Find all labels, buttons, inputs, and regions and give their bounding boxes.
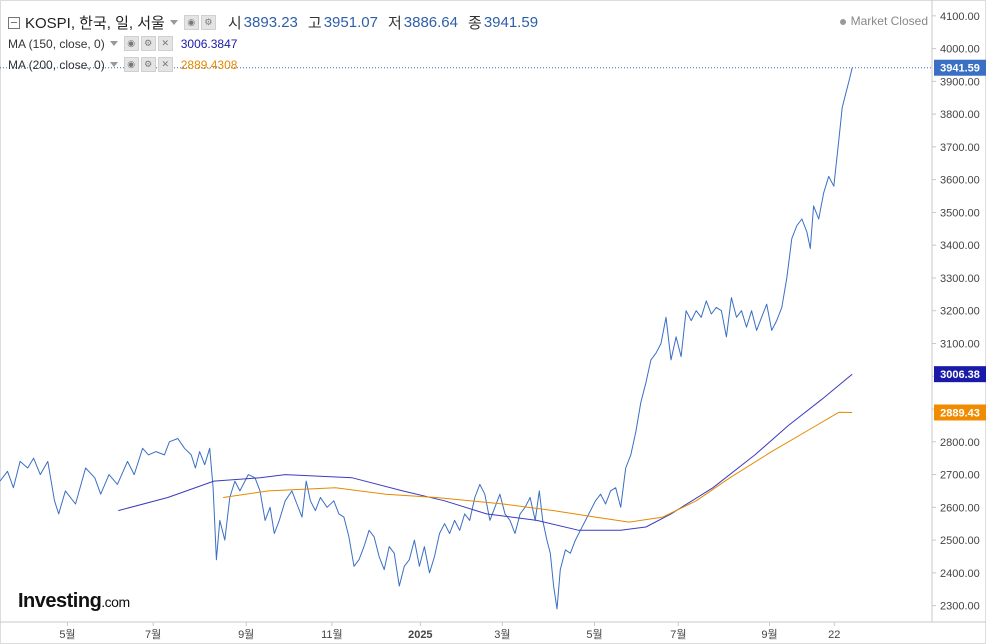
last-price-tag	[934, 59, 986, 76]
ma150-tag	[934, 366, 986, 383]
ma200-line	[223, 411, 853, 523]
x-tick-label: 5월	[586, 628, 602, 641]
ma200-tag-label: 2889.43	[940, 407, 980, 419]
y-tick-label: 2600.00	[940, 502, 980, 514]
collapse-icon[interactable]	[8, 16, 20, 29]
chevron-down-icon[interactable]	[169, 20, 178, 25]
y-tick-label: 2500.00	[940, 535, 980, 547]
y-tick-label: 3700.00	[940, 142, 980, 154]
ma150-line	[118, 373, 853, 531]
eye-icon[interactable]: ◉	[123, 57, 139, 72]
indicator-value: 2889.4308	[180, 57, 238, 72]
x-tick-label: 5월	[59, 628, 75, 641]
y-tick-label: 4000.00	[940, 44, 980, 56]
market-status: Market Closed	[839, 14, 928, 28]
indicator-label: MA (200, close, 0)	[8, 57, 105, 72]
close-icon[interactable]: ✕	[157, 57, 173, 72]
indicator-value: 3006.3847	[180, 36, 238, 51]
x-tick-label: 9월	[761, 628, 777, 641]
indicator-label: MA (150, close, 0)	[8, 36, 105, 51]
chevron-down-icon[interactable]	[109, 41, 118, 46]
y-tick-label: 2400.00	[940, 568, 980, 580]
y-tick-label: 3300.00	[940, 273, 980, 285]
x-tick-label: 22	[828, 629, 840, 641]
indicator-ma150[interactable]: MA (150, close, 0) ◉ ⚙ ✕ 3006.3847	[8, 36, 237, 51]
y-tick-label: 4100.00	[940, 11, 980, 23]
open-value: 3893.23	[243, 14, 298, 31]
close-value: 3941.59	[483, 14, 539, 31]
y-tick-label: 2700.00	[940, 470, 980, 482]
gear-icon[interactable]: ⚙	[140, 57, 156, 72]
x-tick-label: 2025	[408, 629, 432, 641]
low-value: 3886.64	[403, 14, 458, 31]
x-tick-label: 7월	[145, 628, 161, 641]
y-tick-label: 3400.00	[940, 240, 980, 252]
y-tick-label: 2800.00	[940, 437, 980, 449]
last-price-tag-label: 3941.59	[940, 63, 980, 75]
x-tick-label: 11월	[321, 628, 343, 641]
eye-icon[interactable]: ◉	[183, 15, 199, 30]
y-tick-label: 3200.00	[940, 306, 980, 318]
gear-icon[interactable]: ⚙	[140, 36, 156, 51]
x-tick-label: 3월	[494, 628, 510, 641]
eye-icon[interactable]: ◉	[123, 36, 139, 51]
investing-logo: Investing.com	[18, 590, 130, 612]
ma200-tag	[934, 404, 986, 421]
chart-header: KOSPI, 한국, 일, 서울 ◉ ⚙ 시 3893.23 고 3951.07 저…	[8, 12, 538, 33]
close-icon[interactable]: ✕	[157, 36, 173, 51]
x-tick-label: 7월	[670, 628, 686, 641]
high-value: 3951.07	[323, 14, 378, 31]
x-tick-label: 9월	[238, 628, 254, 641]
symbol-title: KOSPI, 한국, 일, 서울	[25, 15, 165, 32]
y-tick-label: 3900.00	[940, 76, 980, 88]
chevron-down-icon[interactable]	[109, 62, 118, 67]
gear-icon[interactable]: ⚙	[200, 15, 216, 30]
ma150-tag-label: 3006.38	[940, 369, 980, 381]
y-tick-label: 3100.00	[940, 338, 980, 350]
y-tick-label: 2300.00	[940, 601, 980, 613]
y-tick-label: 3500.00	[940, 207, 980, 219]
y-tick-label: 3600.00	[940, 175, 980, 187]
y-tick-label: 3800.00	[940, 109, 980, 121]
price-line	[0, 67, 853, 610]
indicator-ma200[interactable]: MA (200, close, 0) ◉ ⚙ ✕ 2889.4308	[8, 57, 237, 72]
status-dot-icon	[839, 18, 846, 25]
